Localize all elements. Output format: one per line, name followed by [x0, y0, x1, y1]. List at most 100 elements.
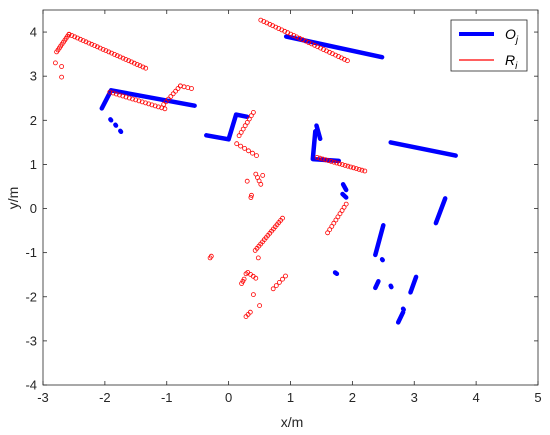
series-1-point — [123, 94, 129, 100]
series-1-point — [236, 133, 242, 139]
series-1-point — [331, 220, 337, 226]
series-1-point — [353, 166, 359, 172]
series-1-point — [53, 60, 58, 66]
series-1-point — [114, 53, 120, 59]
x-tick-label: 5 — [534, 390, 541, 405]
series-1-point — [242, 123, 248, 129]
series-1-point — [238, 143, 244, 149]
series-1-point — [120, 93, 126, 99]
y-tick-label: -4 — [25, 378, 37, 393]
series-1-point — [244, 178, 250, 184]
series-1-point — [59, 74, 64, 80]
y-tick-label: -3 — [25, 333, 37, 348]
legend-label-series-1-name: R — [505, 52, 515, 68]
series-0-segment — [373, 223, 386, 258]
series-1-point — [189, 86, 194, 91]
series-1-point — [103, 48, 109, 53]
series-1-point — [362, 168, 368, 174]
series-1-point — [109, 50, 114, 56]
series-1-point — [75, 35, 80, 41]
series-1-point — [97, 45, 103, 51]
series-1-point — [253, 275, 259, 281]
x-tick-label: 2 — [349, 390, 356, 405]
series-1-point — [155, 104, 161, 110]
series-1-point — [291, 33, 297, 38]
series-1-point — [257, 303, 263, 309]
x-tick-label: 3 — [411, 390, 418, 405]
series-0-segment — [395, 309, 406, 325]
series-1-point — [69, 33, 75, 38]
series-1-point — [86, 40, 92, 46]
series-1-point — [258, 181, 264, 187]
series-1-point — [92, 43, 97, 48]
series-1-point — [123, 57, 129, 62]
series-1-point — [120, 55, 126, 61]
series-1-point — [244, 120, 250, 125]
series-1-point — [162, 106, 168, 112]
series-0-segment — [433, 196, 448, 226]
series-1-point — [260, 172, 266, 178]
series-1-point — [242, 145, 248, 151]
series-0-segment — [408, 274, 419, 295]
legend-label-series-0: Oj — [505, 26, 519, 46]
series-1-point — [95, 44, 100, 50]
y-tick-label: 4 — [30, 25, 37, 40]
series-0-segment — [204, 112, 250, 142]
series-1-point — [66, 31, 72, 37]
x-axis-label: x/m — [281, 414, 304, 430]
series-1-point — [140, 64, 146, 70]
plot-area-frame — [42, 9, 539, 386]
series-1-point — [337, 211, 343, 217]
series-1-point — [126, 95, 132, 101]
series-1-point — [247, 309, 253, 315]
series-1-point — [163, 99, 169, 105]
series-1-point — [168, 94, 174, 99]
series-1-point — [173, 88, 179, 94]
series-1-point — [276, 279, 282, 285]
series-1-point — [131, 60, 137, 66]
series-0-segment — [373, 279, 381, 291]
series-1-point — [345, 163, 351, 169]
y-tick-label: 3 — [30, 69, 37, 84]
series-1-point — [208, 253, 214, 259]
series-0-segment — [113, 122, 119, 128]
series-0-segment — [388, 283, 394, 290]
series-1-point — [117, 54, 123, 60]
series-1-point — [137, 63, 143, 69]
series-1-point — [250, 292, 256, 298]
series-1-point — [243, 271, 249, 277]
series-0-segment — [118, 128, 124, 135]
series-1-point — [129, 59, 134, 65]
series-1-point — [248, 113, 254, 119]
series-1-point — [249, 192, 254, 198]
series-1-point — [327, 227, 333, 233]
series-1-point — [110, 90, 116, 96]
series-1-point — [133, 97, 139, 103]
series-1-point — [126, 58, 132, 64]
x-tick-label: -3 — [37, 390, 49, 405]
series-1-point — [331, 159, 337, 165]
series-1-point — [339, 162, 345, 168]
series-1-point — [255, 255, 261, 261]
series-1-point — [100, 47, 106, 52]
series-layer — [53, 17, 458, 325]
series-1-point — [267, 21, 273, 27]
series-0-segment — [332, 270, 340, 277]
series-1-point — [117, 92, 122, 98]
series-0-segment — [379, 257, 385, 263]
series-0-segment — [388, 140, 458, 158]
series-1-point — [149, 102, 155, 108]
y-tick-label: 0 — [30, 201, 37, 216]
series-1-point — [356, 166, 362, 172]
series-1-point — [339, 55, 344, 61]
plot-area — [42, 9, 539, 386]
series-1-point — [159, 105, 165, 111]
series-1-point — [320, 156, 326, 162]
series-1-point — [280, 276, 285, 282]
series-1-point — [328, 158, 334, 164]
legend: Oj Ri — [450, 19, 528, 72]
series-1-point — [334, 160, 340, 166]
series-1-point — [250, 150, 255, 156]
y-axis-label: y/m — [5, 187, 21, 210]
